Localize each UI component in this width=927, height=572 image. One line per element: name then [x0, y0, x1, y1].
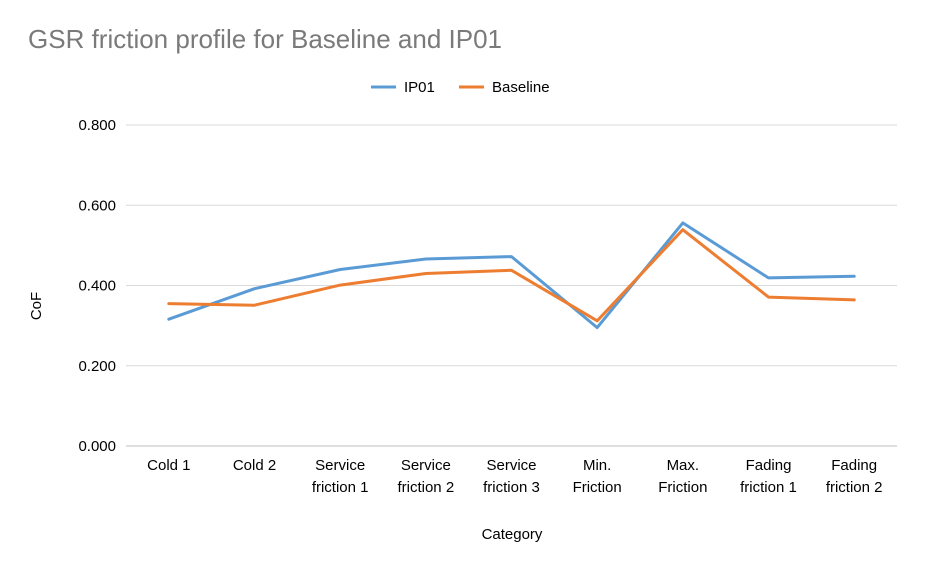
y-axis-ticks: 0.000 0.200 0.400 0.600 0.800	[78, 117, 116, 455]
x-tick-label: Cold 1	[147, 457, 190, 474]
y-axis-title: CoF	[28, 292, 45, 320]
x-axis-ticks: Cold 1 Cold 2 Service friction 1 Service fric…	[147, 457, 882, 496]
x-tick-label: Service friction 1	[312, 457, 369, 496]
y-tick-label: 0.800	[78, 117, 116, 134]
gridlines	[126, 124, 897, 367]
chart-title: GSR friction profile for Baseline and IP…	[28, 24, 503, 54]
x-tick-label: Cold 2	[233, 457, 276, 474]
x-tick-label: Fading friction 2	[826, 457, 883, 496]
legend-label: Baseline	[492, 79, 550, 96]
y-tick-label: 0.600	[78, 197, 116, 214]
legend-label: IP01	[404, 79, 435, 96]
legend: IP01 Baseline	[371, 79, 550, 96]
x-tick-label: Service friction 3	[483, 457, 540, 496]
series-line-ip01	[167, 221, 856, 330]
x-tick-label: Max. Friction	[658, 457, 707, 496]
series-lines	[167, 221, 856, 330]
series-line-baseline	[167, 228, 856, 323]
y-tick-label: 0.400	[78, 278, 116, 295]
x-tick-label: Service friction 2	[397, 457, 454, 496]
x-axis-title: Category	[482, 526, 543, 543]
y-tick-label: 0.000	[78, 438, 116, 455]
y-tick-label: 0.200	[78, 358, 116, 375]
x-tick-label: Fading friction 1	[740, 457, 797, 496]
x-tick-label: Min. Friction	[573, 457, 622, 496]
